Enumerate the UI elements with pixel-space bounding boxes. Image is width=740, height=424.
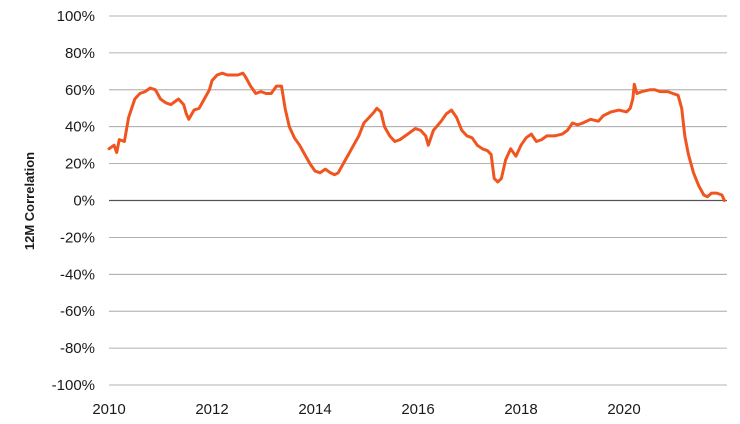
- correlation-series-line: [107, 71, 726, 202]
- x-tick-label: 2014: [298, 401, 331, 418]
- y-axis-ticks: 100% 80% 60% 40% 20% 0% -20% -40% -60% -80% -100%: [52, 8, 95, 394]
- y-axis-title: 12M Correlation: [22, 152, 37, 250]
- y-tick-label: 20%: [65, 156, 95, 173]
- x-tick-label: 2012: [195, 401, 228, 418]
- x-axis-ticks: 2010 2012 2014 2016 2018 2020: [92, 401, 640, 418]
- y-tick-label: -60%: [60, 303, 95, 320]
- y-tick-label: -80%: [60, 340, 95, 357]
- y-tick-label: 0%: [73, 193, 95, 210]
- x-tick-label: 2016: [401, 401, 434, 418]
- y-tick-label: 60%: [65, 82, 95, 99]
- y-tick-label: 100%: [57, 8, 95, 25]
- gridlines: [109, 15, 727, 386]
- y-tick-label: -100%: [52, 377, 95, 394]
- x-tick-label: 2010: [92, 401, 125, 418]
- y-tick-label: 80%: [65, 45, 95, 62]
- x-tick-label: 2018: [504, 401, 537, 418]
- y-tick-label: -20%: [60, 229, 95, 246]
- y-tick-label: 40%: [65, 119, 95, 136]
- series-layer: [107, 71, 726, 202]
- y-tick-label: -40%: [60, 266, 95, 283]
- x-tick-label: 2020: [607, 401, 640, 418]
